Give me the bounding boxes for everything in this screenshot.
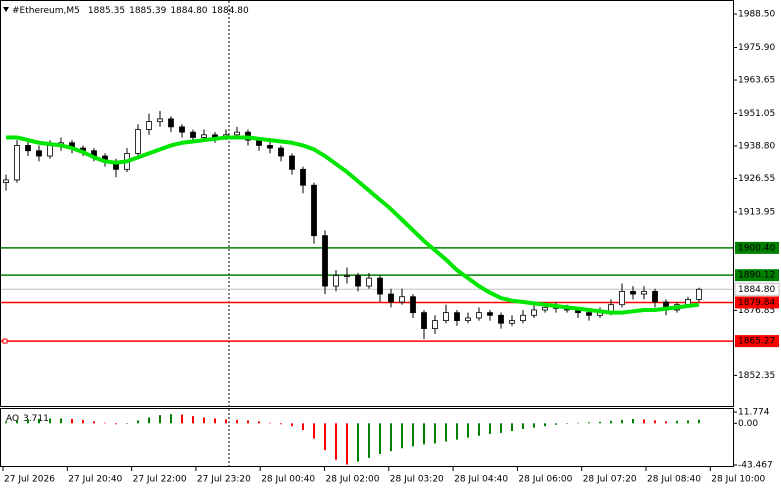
level-label: 1865.27 [738, 337, 775, 347]
candle-body [190, 131, 196, 138]
y-tick-label: 1988.50 [738, 10, 775, 20]
candle-body [14, 145, 20, 181]
candle-body [179, 126, 185, 133]
candle-body [135, 129, 141, 154]
x-tick-label: 27 Jul 2026 [4, 475, 55, 485]
level-label: 1879.84 [738, 298, 775, 308]
candle-body [355, 275, 361, 287]
candle-body [465, 317, 471, 322]
low: 1884.80 [170, 6, 207, 16]
candle-body [377, 277, 383, 295]
y-tick-label: 1951.05 [738, 109, 775, 119]
ao-panel [0, 408, 734, 467]
x-tick-label: 28 Jul 04:40 [454, 475, 508, 485]
candle-body [619, 291, 625, 306]
candle-body [289, 155, 295, 170]
candle-body [652, 291, 658, 303]
level-label: 1890.12 [738, 271, 775, 281]
candle-body [399, 296, 405, 303]
candle-body [531, 309, 537, 316]
candle-body [157, 118, 163, 122]
current-price-box [734, 282, 780, 296]
header: #Ethereum,M5 1885.35 1885.39 1884.80 1884.80 [12, 6, 249, 16]
ao-header: AO 3.711 [6, 414, 49, 424]
open: 1885.35 [88, 6, 125, 16]
candle-body [234, 131, 240, 136]
candle-body [47, 145, 53, 157]
candle-body [630, 291, 636, 295]
y-tick-label: 1913.95 [738, 207, 775, 217]
candle-body [487, 312, 493, 316]
price-panel [0, 0, 734, 407]
close: 1884.80 [212, 6, 249, 16]
candle-body [322, 235, 328, 287]
ao-name: AO [6, 414, 19, 424]
x-tick-label: 27 Jul 23:20 [197, 475, 251, 485]
candle-body [168, 118, 174, 128]
x-tick-label: 28 Jul 08:40 [647, 475, 701, 485]
candle-body [586, 312, 592, 316]
high: 1885.39 [129, 6, 166, 16]
candle-body [267, 145, 273, 149]
candle-body [432, 320, 438, 329]
level-label-box [735, 296, 779, 309]
x-tick-label: 28 Jul 06:00 [518, 475, 572, 485]
level-anchor [2, 338, 8, 344]
candle-body [201, 134, 207, 138]
candle-body [25, 145, 31, 152]
ao-value: 3.711 [23, 414, 49, 424]
candle-body [366, 277, 372, 287]
candle-body [36, 150, 42, 157]
candle-body [520, 314, 526, 322]
level-label-box [735, 335, 779, 348]
x-tick-label: 27 Jul 22:00 [133, 475, 187, 485]
candle-body [278, 147, 284, 157]
current-price-label: 1884.80 [738, 285, 775, 295]
candle-body [443, 312, 449, 322]
y-tick-label: 1975.90 [738, 43, 775, 53]
x-tick-label: 28 Jul 07:20 [583, 475, 637, 485]
candle-body [388, 293, 394, 303]
ao-tick-label: -43.467 [738, 461, 773, 471]
symbol: #Ethereum,M5 [12, 6, 80, 16]
y-tick-label: 1852.35 [738, 371, 775, 381]
candle-body [311, 184, 317, 237]
candle-body [421, 312, 427, 329]
y-tick-label: 1876.85 [738, 306, 775, 316]
x-tick-label: 28 Jul 03:20 [390, 475, 444, 485]
candle-body [300, 168, 306, 186]
ao-tick-label: 11.774 [738, 408, 770, 418]
ao-tick-label: 0.00 [738, 419, 758, 429]
candle-body [344, 275, 350, 277]
moving-average [6, 135, 700, 315]
candle-body [333, 275, 339, 287]
y-tick-label: 1938.80 [738, 141, 775, 151]
candle-body [3, 179, 9, 183]
candle-body [696, 288, 702, 300]
y-tick-label: 1963.65 [738, 76, 775, 86]
x-tick-label: 28 Jul 02:00 [326, 475, 380, 485]
y-tick-label: 1926.55 [738, 174, 775, 184]
candle-body [542, 306, 548, 311]
x-tick-label: 28 Jul 10:00 [711, 475, 765, 485]
level-label-box [735, 269, 779, 282]
candle-body [498, 314, 504, 324]
candle-body [410, 296, 416, 314]
candle-body [476, 312, 482, 319]
level-label-box [735, 241, 779, 254]
level-label: 1900.40 [738, 243, 775, 253]
candle-body [509, 320, 515, 324]
x-tick-label: 28 Jul 00:40 [261, 475, 315, 485]
candle-body [146, 121, 152, 130]
x-tick-label: 27 Jul 20:40 [68, 475, 122, 485]
candle-body [454, 312, 460, 322]
symbol-marker [3, 7, 9, 12]
candle-body [641, 291, 647, 295]
